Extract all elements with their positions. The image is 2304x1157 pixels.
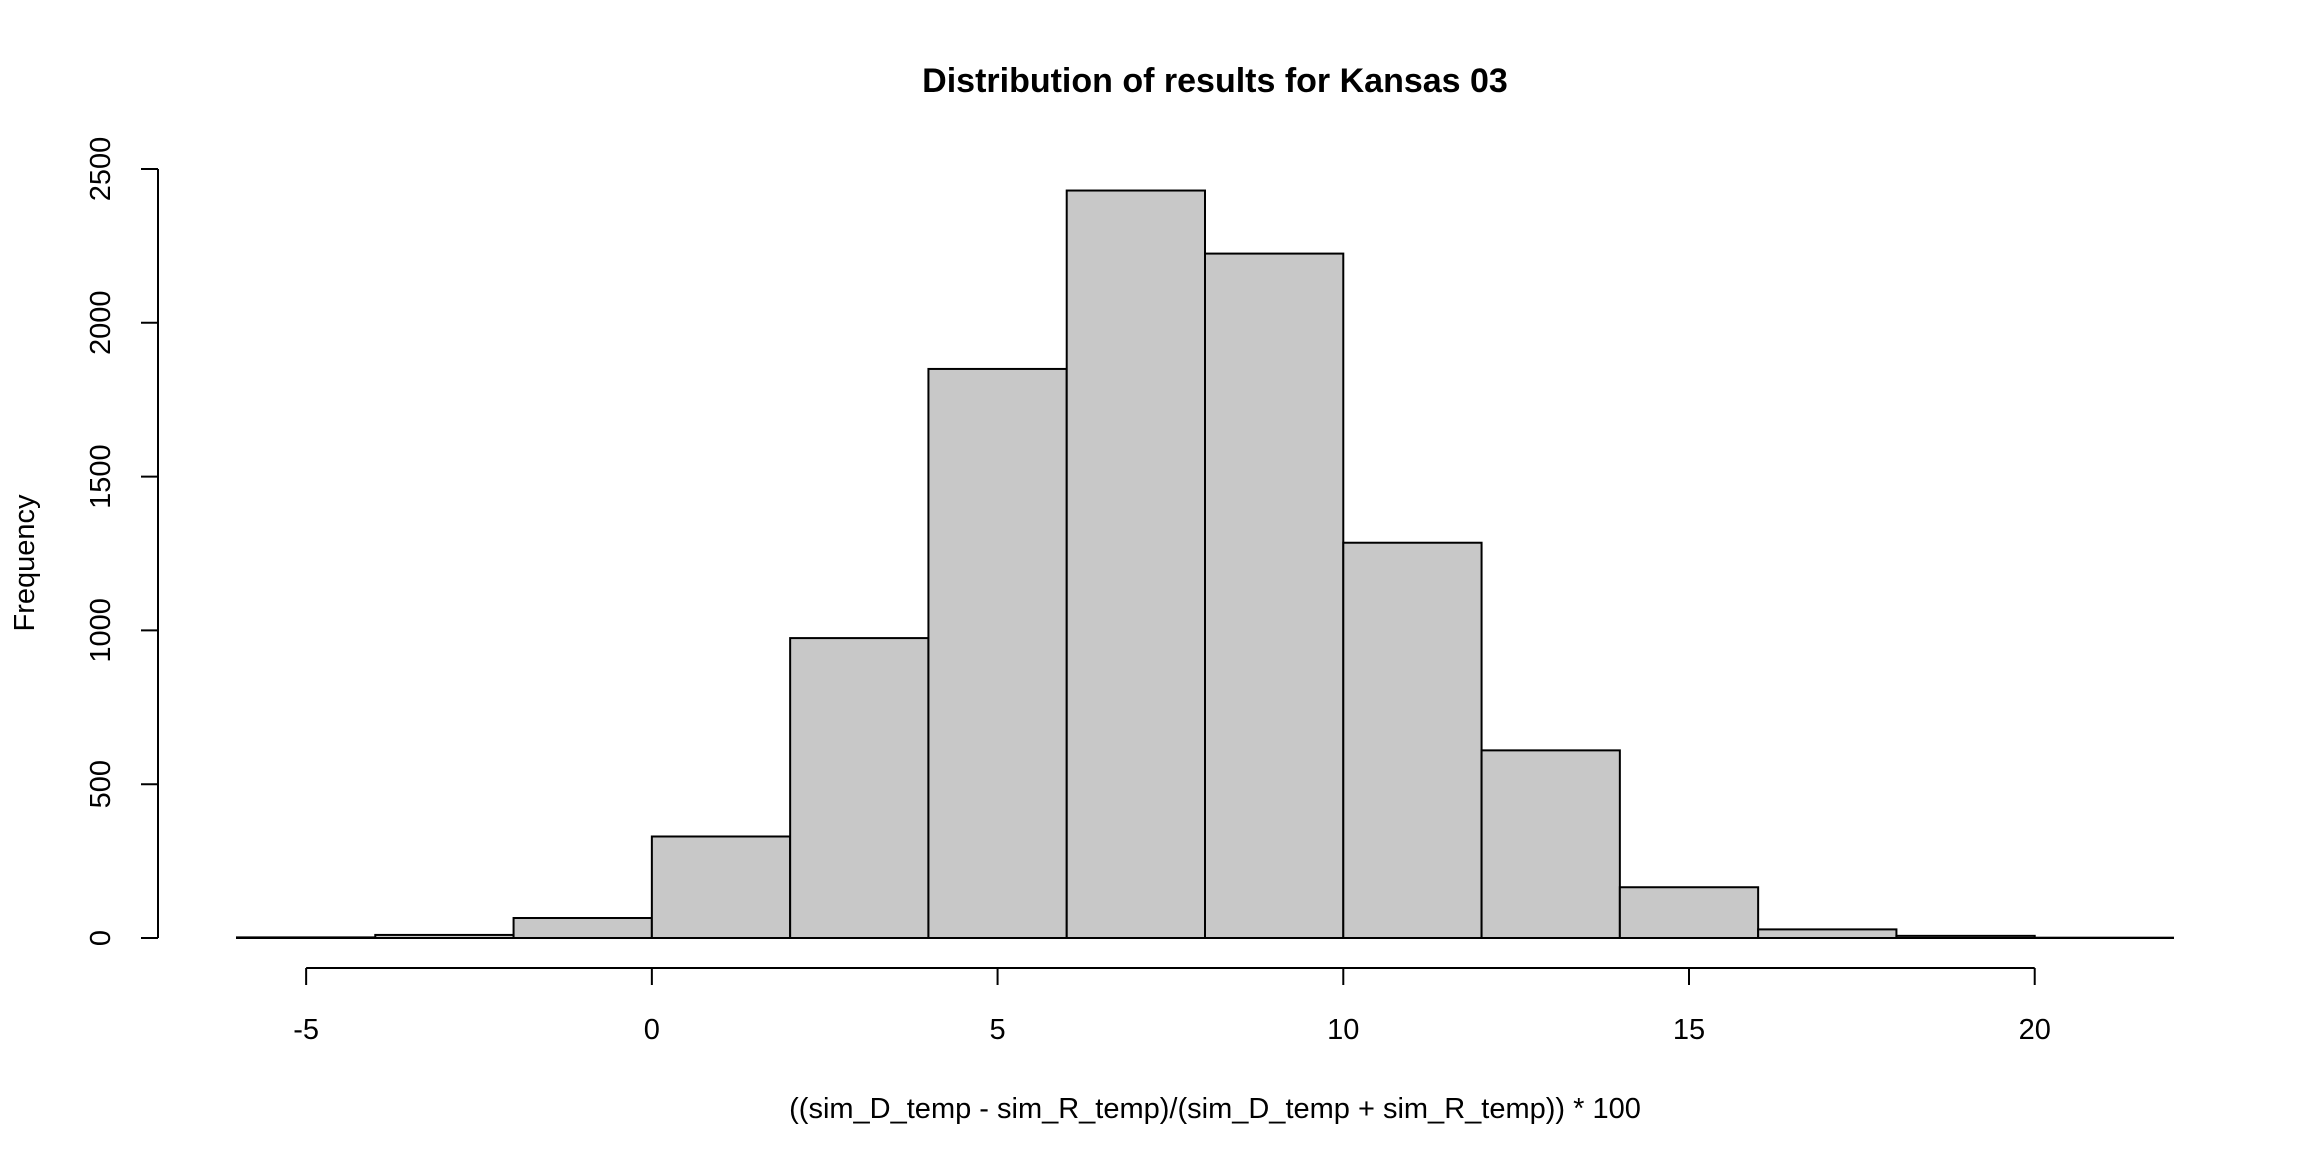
x-tick-label: 15: [1673, 1014, 1705, 1046]
histogram-bar: [1896, 936, 2034, 938]
bars-layer: [237, 191, 2173, 938]
x-tick-label: 20: [2019, 1014, 2051, 1046]
histogram-bar: [375, 935, 513, 938]
histogram-bar: [928, 369, 1066, 938]
histogram-bar: [1205, 254, 1343, 938]
histogram-bar: [514, 918, 652, 938]
y-tick-label: 2500: [85, 137, 117, 202]
x-axis: -5 0 5 10 15 20: [293, 968, 2051, 1046]
histogram-bar: [1620, 887, 1758, 938]
x-tick-label: 10: [1327, 1014, 1359, 1046]
histogram-bar: [1482, 750, 1620, 938]
y-axis-label: Frequency: [9, 494, 41, 632]
histogram-bar: [652, 836, 790, 938]
y-tick-label: 2000: [85, 291, 117, 356]
y-tick-label: 1000: [85, 598, 117, 663]
histogram-bar: [1067, 191, 1205, 938]
histogram-bar: [237, 937, 375, 938]
x-tick-label: -5: [293, 1014, 319, 1046]
y-tick-label: 0: [85, 930, 117, 946]
y-tick-label: 1500: [85, 444, 117, 509]
x-tick-label: 5: [990, 1014, 1006, 1046]
x-axis-label: ((sim_D_temp - sim_R_temp)/(sim_D_temp +…: [789, 1093, 1641, 1125]
histogram-bar: [1758, 929, 1896, 938]
histogram-bar: [790, 638, 928, 938]
y-axis: 0 500 1000 1500 2000 2500: [85, 137, 158, 946]
y-tick-label: 500: [85, 760, 117, 808]
chart-title: Distribution of results for Kansas 03: [922, 62, 1508, 100]
x-tick-label: 0: [644, 1014, 660, 1046]
histogram-bar: [1343, 543, 1481, 938]
